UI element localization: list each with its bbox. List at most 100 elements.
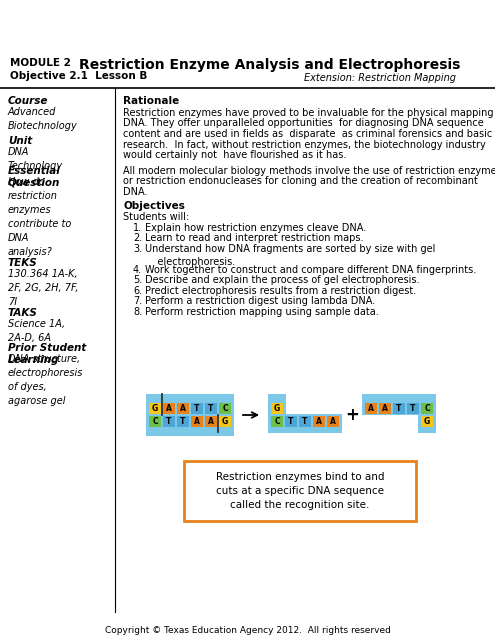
Text: Unit: Unit [8, 136, 32, 146]
Text: Advanced
Biotechnology: Advanced Biotechnology [8, 107, 78, 131]
Text: Describe and explain the process of gel electrophoresis.: Describe and explain the process of gel … [145, 275, 419, 285]
FancyBboxPatch shape [184, 461, 416, 521]
Text: C: C [152, 417, 158, 426]
Text: Essential
Question: Essential Question [8, 166, 61, 188]
Bar [177, 416, 189, 427]
Text: Rationale: Rationale [123, 96, 179, 106]
Text: 130.364 1A-K,
2F, 2G, 2H, 7F,
7I: 130.364 1A-K, 2F, 2G, 2H, 7F, 7I [8, 269, 79, 307]
Bar [268, 414, 342, 433]
Text: Students will:: Students will: [123, 212, 189, 222]
Bar [163, 403, 175, 414]
Text: T: T [208, 404, 214, 413]
Bar [421, 416, 433, 427]
Text: Restriction enzymes bind to and
cuts at a specific DNA sequence
called the recog: Restriction enzymes bind to and cuts at … [216, 472, 384, 510]
Text: T: T [195, 404, 199, 413]
Text: A: A [330, 417, 336, 426]
Text: T: T [288, 417, 294, 426]
Text: DNA. They offer unparalleled opportunities  for diagnosing DNA sequence: DNA. They offer unparalleled opportuniti… [123, 118, 484, 129]
Text: +: + [345, 406, 359, 424]
Text: A: A [180, 404, 186, 413]
Bar [418, 414, 436, 433]
Text: T: T [302, 417, 308, 426]
Text: A: A [382, 404, 388, 413]
Text: 2.: 2. [133, 233, 142, 243]
Text: 3.: 3. [133, 244, 142, 253]
Bar [163, 416, 175, 427]
Text: Course: Course [8, 96, 49, 106]
Text: 7.: 7. [133, 296, 142, 307]
Text: TEKS: TEKS [8, 258, 38, 268]
Text: 4.: 4. [133, 265, 142, 275]
Text: 8.: 8. [133, 307, 142, 317]
Text: How do
restriction
enzymes
contribute to
DNA
analysis?: How do restriction enzymes contribute to… [8, 177, 71, 257]
Text: Copyright © Texas Education Agency 2012.  All rights reserved: Copyright © Texas Education Agency 2012.… [105, 626, 391, 635]
Text: Perform a restriction digest using lambda DNA.: Perform a restriction digest using lambd… [145, 296, 375, 307]
Text: Learn to read and interpret restriction maps.: Learn to read and interpret restriction … [145, 233, 363, 243]
Text: T: T [396, 404, 401, 413]
Text: G: G [274, 404, 280, 413]
Text: Extension: Restriction Mapping: Extension: Restriction Mapping [304, 73, 456, 83]
Text: T: T [166, 417, 172, 426]
Bar [299, 416, 311, 427]
Text: Work together to construct and compare different DNA fingerprints.: Work together to construct and compare d… [145, 265, 476, 275]
Bar [365, 403, 377, 414]
Text: or restriction endonucleases for cloning and the creation of recombinant: or restriction endonucleases for cloning… [123, 176, 478, 186]
Text: 1.: 1. [133, 223, 142, 233]
Text: Understand how DNA fragments are sorted by size with gel
    electrophoresis.: Understand how DNA fragments are sorted … [145, 244, 436, 268]
Bar [271, 416, 283, 427]
Bar [219, 403, 231, 414]
Bar [149, 403, 161, 414]
Bar [205, 416, 217, 427]
Text: Prior Student
Learning: Prior Student Learning [8, 343, 86, 365]
Text: TAKS: TAKS [8, 308, 38, 318]
Bar [285, 416, 297, 427]
Bar [313, 416, 325, 427]
Bar [362, 394, 436, 415]
Text: 5.: 5. [133, 275, 142, 285]
Bar [268, 394, 286, 415]
Text: A: A [166, 404, 172, 413]
Text: 6.: 6. [133, 285, 142, 296]
Bar [146, 394, 234, 436]
Text: Restriction Enzyme Analysis and Electrophoresis: Restriction Enzyme Analysis and Electrop… [79, 58, 461, 72]
Text: DNA structure,
electrophoresis
of dyes,
agarose gel: DNA structure, electrophoresis of dyes, … [8, 354, 83, 406]
Bar [379, 403, 391, 414]
Text: Objective 2.1  Lesson B: Objective 2.1 Lesson B [10, 71, 148, 81]
Text: Perform restriction mapping using sample data.: Perform restriction mapping using sample… [145, 307, 379, 317]
Text: DNA
Technology: DNA Technology [8, 147, 63, 171]
Text: Explain how restriction enzymes cleave DNA.: Explain how restriction enzymes cleave D… [145, 223, 366, 233]
Text: MODULE 2: MODULE 2 [10, 58, 71, 68]
Text: DNA.: DNA. [123, 187, 148, 196]
Bar [149, 416, 161, 427]
Bar [271, 403, 283, 414]
Bar [407, 403, 419, 414]
Text: Restriction enzymes have proved to be invaluable for the physical mapping of: Restriction enzymes have proved to be in… [123, 108, 495, 118]
Text: C: C [222, 404, 228, 413]
Text: A: A [208, 417, 214, 426]
Text: A: A [368, 404, 374, 413]
Bar [393, 403, 405, 414]
Text: G: G [424, 417, 430, 426]
Text: G: G [222, 417, 228, 426]
Text: C: C [424, 404, 430, 413]
Text: C: C [274, 417, 280, 426]
Text: Predict electrophoresis results from a restriction digest.: Predict electrophoresis results from a r… [145, 285, 416, 296]
Text: would certainly not  have flourished as it has.: would certainly not have flourished as i… [123, 150, 346, 160]
Text: A: A [194, 417, 200, 426]
Text: Science 1A,
2A-D, 6A: Science 1A, 2A-D, 6A [8, 319, 65, 343]
Text: content and are used in fields as  disparate  as criminal forensics and basic: content and are used in fields as dispar… [123, 129, 492, 139]
Text: Objectives: Objectives [123, 201, 185, 211]
Text: T: T [180, 417, 186, 426]
Text: G: G [152, 404, 158, 413]
Text: T: T [410, 404, 416, 413]
Bar [327, 416, 339, 427]
Text: A: A [316, 417, 322, 426]
Text: research.  In fact, without restriction enzymes, the biotechnology industry: research. In fact, without restriction e… [123, 140, 486, 150]
Bar [421, 403, 433, 414]
Text: All modern molecular biology methods involve the use of restriction enzymes: All modern molecular biology methods inv… [123, 166, 495, 176]
Bar [177, 403, 189, 414]
Bar [191, 403, 203, 414]
Bar [191, 416, 203, 427]
Bar [219, 416, 231, 427]
Bar [205, 403, 217, 414]
